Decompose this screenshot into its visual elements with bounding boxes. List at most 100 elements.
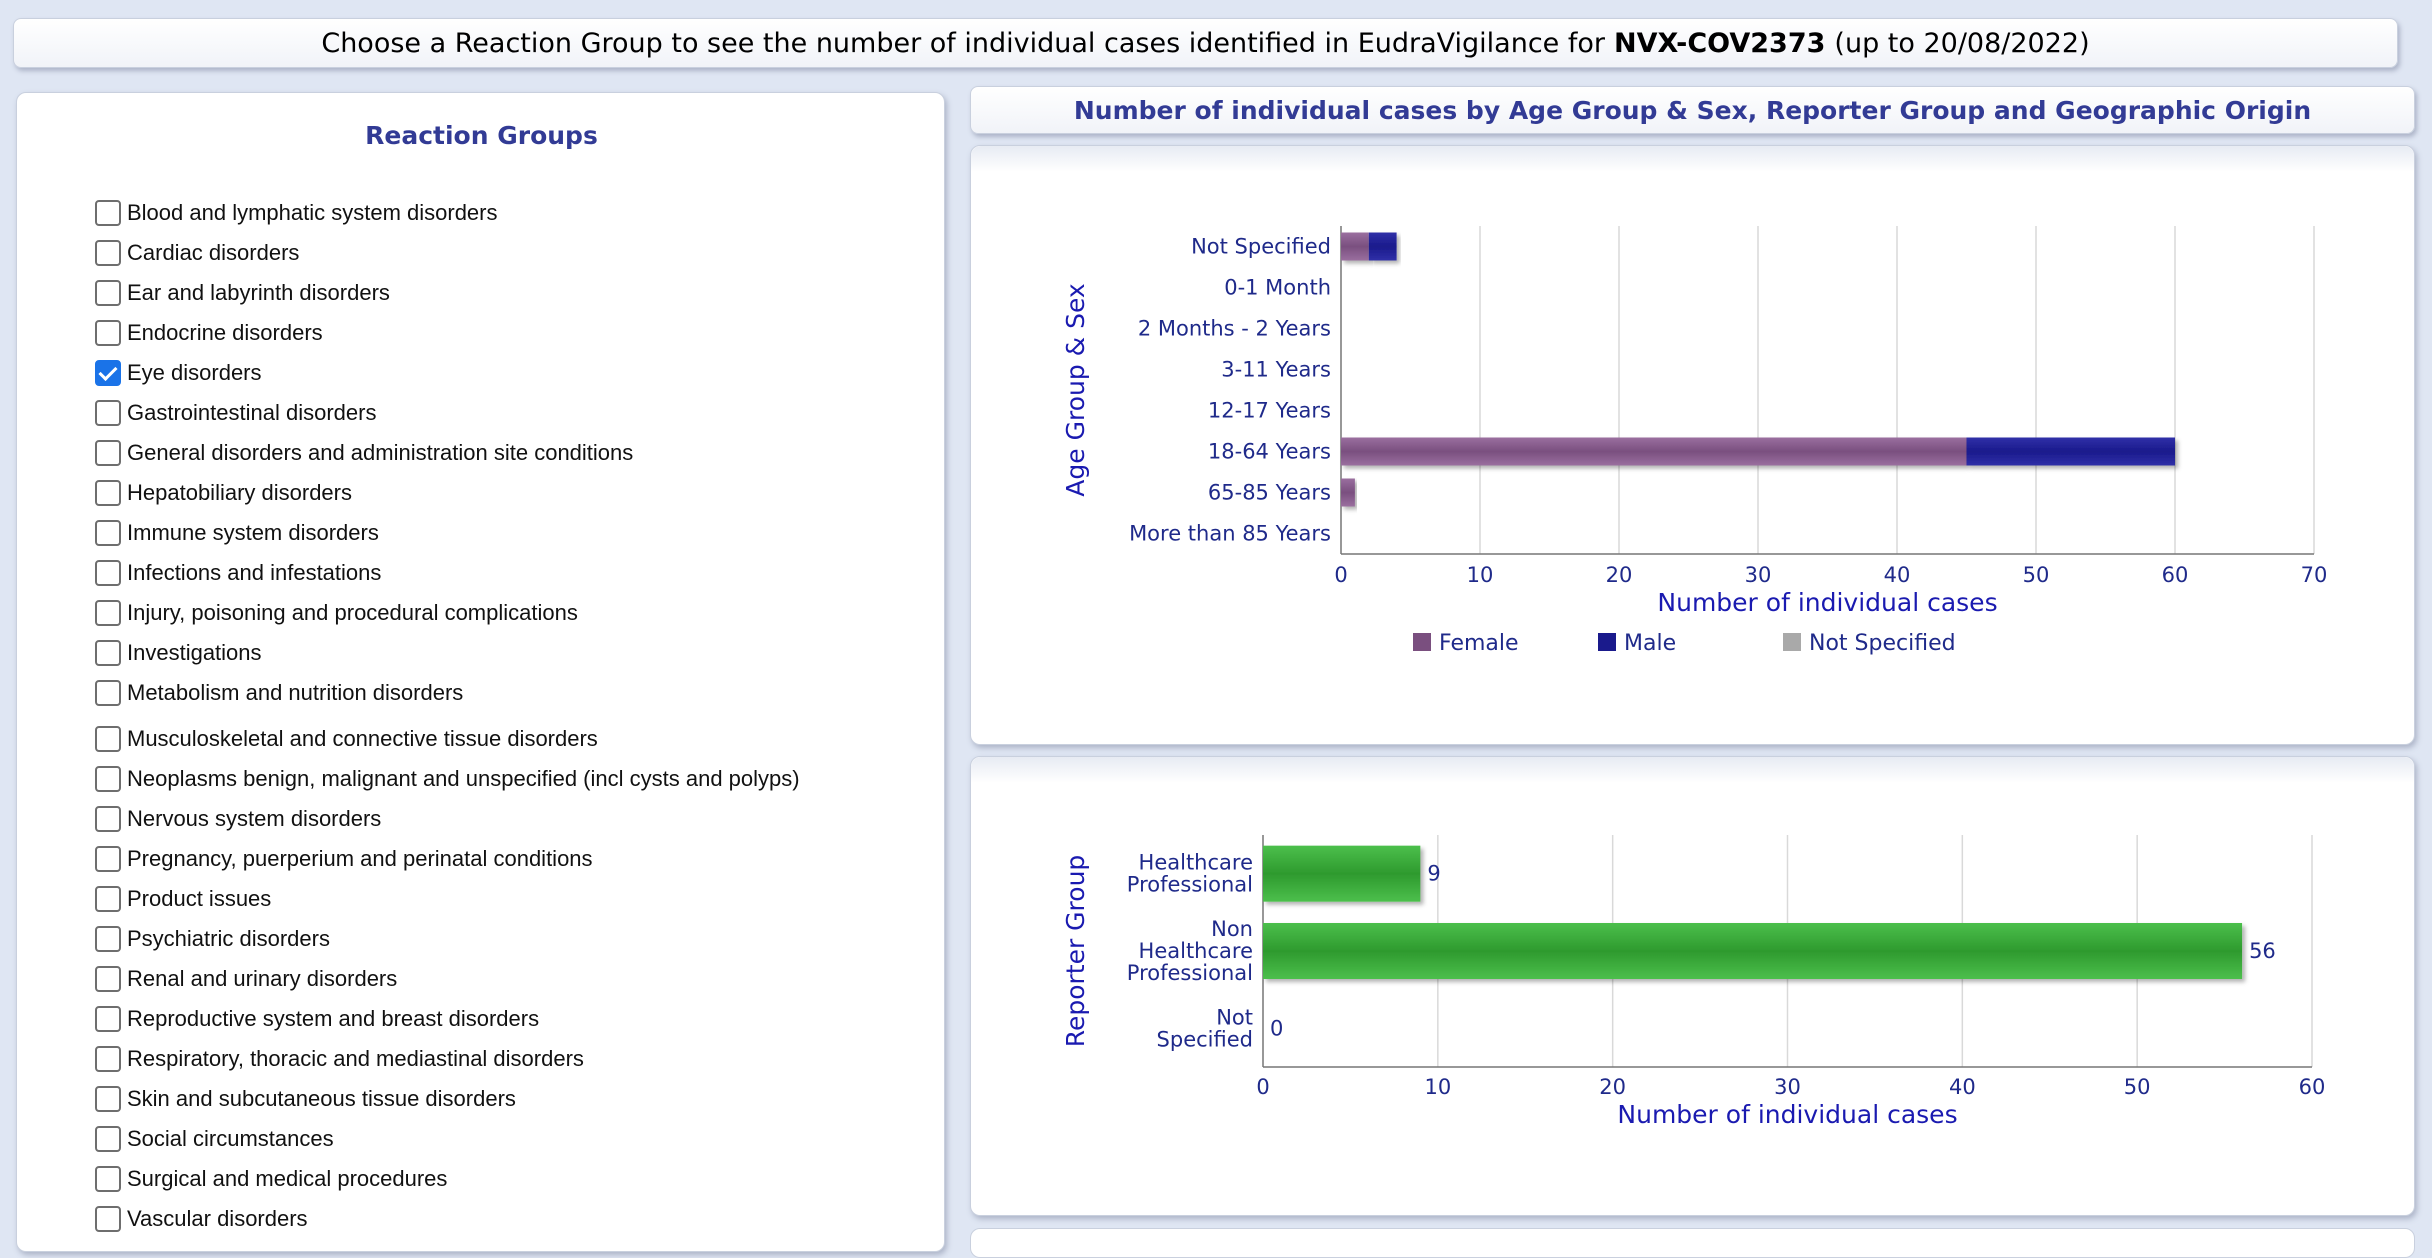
reaction-group-label: Infections and infestations	[127, 560, 382, 585]
y-tick-label: Not Specified	[1191, 235, 1331, 259]
reaction-group-item[interactable]: Infections and infestations	[95, 558, 381, 588]
reaction-group-item[interactable]: Metabolism and nutrition disorders	[95, 678, 463, 708]
checkbox[interactable]	[95, 1206, 121, 1232]
reaction-group-label: Metabolism and nutrition disorders	[127, 680, 464, 705]
reaction-group-item[interactable]: Immune system disorders	[95, 518, 379, 548]
bar-male	[1368, 232, 1397, 261]
reaction-group-label: Surgical and medical procedures	[127, 1166, 448, 1191]
data-label: 0	[1270, 1016, 1283, 1040]
checkbox[interactable]	[95, 966, 121, 992]
header-product: NVX-COV2373	[1614, 27, 1826, 59]
checkbox[interactable]	[95, 846, 121, 872]
bar-female	[1341, 437, 1967, 466]
reaction-group-item[interactable]: Respiratory, thoracic and mediastinal di…	[95, 1044, 584, 1074]
checkbox[interactable]	[95, 520, 121, 546]
reaction-group-item[interactable]: Investigations	[95, 638, 262, 668]
checkbox[interactable]	[95, 440, 121, 466]
reporter-chart-panel: 0 10 20 30 40 50 60 Healthcare Professional 9 Non H…	[970, 756, 2415, 1216]
checkbox[interactable]	[95, 240, 121, 266]
reaction-group-item[interactable]: Social circumstances	[95, 1124, 334, 1154]
reaction-group-item[interactable]: Hepatobiliary disorders	[95, 478, 352, 508]
x-tick-label: 10	[1424, 1075, 1451, 1099]
bar-reporter	[1263, 845, 1421, 902]
checkbox[interactable]	[95, 1166, 121, 1192]
reaction-group-item[interactable]: Surgical and medical procedures	[95, 1164, 447, 1194]
data-label: 56	[2249, 939, 2276, 963]
checkbox[interactable]	[95, 560, 121, 586]
reaction-group-label: Psychiatric disorders	[127, 926, 330, 951]
reaction-group-item[interactable]: Eye disorders	[95, 358, 262, 388]
y-tick-label: 0-1 Month	[1224, 276, 1331, 300]
checkbox[interactable]	[95, 806, 121, 832]
reaction-group-item[interactable]: Renal and urinary disorders	[95, 964, 397, 994]
reaction-groups-title: Reaction Groups	[365, 121, 598, 150]
bar-female	[1341, 478, 1355, 507]
reaction-group-item[interactable]: Nervous system disorders	[95, 804, 381, 834]
reaction-groups-panel: Reaction Groups Blood and lymphatic syst…	[16, 92, 945, 1252]
geographic-origin-panel	[970, 1228, 2415, 1258]
reaction-group-label: Gastrointestinal disorders	[127, 400, 377, 425]
checkbox[interactable]	[95, 680, 121, 706]
checkbox[interactable]	[95, 926, 121, 952]
reaction-group-label: Hepatobiliary disorders	[127, 480, 352, 505]
checkbox[interactable]	[95, 200, 121, 226]
reaction-group-item[interactable]: Vascular disorders	[95, 1204, 308, 1234]
checkbox[interactable]	[95, 1086, 121, 1112]
y-axis-title: Age Group & Sex	[1061, 283, 1090, 496]
checkbox[interactable]	[95, 766, 121, 792]
checkbox[interactable]	[95, 726, 121, 752]
legend-swatch	[1783, 633, 1801, 651]
checkbox[interactable]	[95, 1126, 121, 1152]
reaction-group-item[interactable]: Endocrine disorders	[95, 318, 323, 348]
checkbox[interactable]	[95, 600, 121, 626]
reaction-group-label: Immune system disorders	[127, 520, 379, 545]
y-tick-label: Professional	[1127, 873, 1253, 897]
x-tick-label: 30	[1745, 563, 1772, 587]
y-tick-label: Non	[1211, 917, 1253, 941]
y-tick-label: Specified	[1157, 1027, 1253, 1051]
reaction-group-label: Social circumstances	[127, 1126, 334, 1151]
checkbox[interactable]	[95, 280, 121, 306]
checkbox[interactable]	[95, 400, 121, 426]
y-tick-label: Professional	[1127, 961, 1253, 985]
reaction-group-item[interactable]: Reproductive system and breast disorders	[95, 1004, 539, 1034]
reaction-group-item[interactable]: Ear and labyrinth disorders	[95, 278, 390, 308]
reaction-group-label: Renal and urinary disorders	[127, 966, 398, 991]
data-label: 9	[1427, 862, 1440, 886]
reaction-group-item[interactable]: Gastrointestinal disorders	[95, 398, 376, 428]
reaction-group-item[interactable]: Injury, poisoning and procedural complic…	[95, 598, 578, 628]
reaction-group-label: Cardiac disorders	[127, 240, 300, 265]
y-tick-label: 18-64 Years	[1208, 440, 1331, 464]
checkbox[interactable]	[95, 886, 121, 912]
reaction-group-item[interactable]: Neoplasms benign, malignant and unspecif…	[95, 764, 800, 794]
reaction-group-item[interactable]: Cardiac disorders	[95, 238, 299, 268]
reaction-group-label: Reproductive system and breast disorders	[127, 1006, 540, 1031]
legend-label: Not Specified	[1809, 631, 1956, 656]
checkbox[interactable]	[95, 320, 121, 346]
x-tick-label: 40	[1949, 1075, 1976, 1099]
reaction-group-item[interactable]: Product issues	[95, 884, 271, 914]
reaction-group-label: Respiratory, thoracic and mediastinal di…	[127, 1046, 584, 1071]
x-tick-label: 20	[1599, 1075, 1626, 1099]
checkbox-checked[interactable]	[95, 360, 121, 386]
reaction-group-item[interactable]: Psychiatric disorders	[95, 924, 330, 954]
reaction-group-item[interactable]: Blood and lymphatic system disorders	[95, 198, 498, 228]
reaction-group-label: Ear and labyrinth disorders	[127, 280, 390, 305]
y-axis-title: Reporter Group	[1061, 855, 1090, 1048]
checkbox[interactable]	[95, 480, 121, 506]
y-tick-label: 2 Months - 2 Years	[1138, 317, 1331, 341]
checkbox[interactable]	[95, 1006, 121, 1032]
checkbox[interactable]	[95, 1046, 121, 1072]
bar-male	[1966, 437, 2175, 466]
x-axis-title: Number of individual cases	[1617, 1100, 1957, 1129]
reaction-group-item[interactable]: General disorders and administration sit…	[95, 438, 633, 468]
reaction-group-item[interactable]: Skin and subcutaneous tissue disorders	[95, 1084, 516, 1114]
checkbox[interactable]	[95, 640, 121, 666]
reaction-group-item[interactable]: Musculoskeletal and connective tissue di…	[95, 724, 598, 754]
x-tick-label: 60	[2162, 563, 2189, 587]
header-banner: Choose a Reaction Group to see the numbe…	[13, 18, 2398, 68]
reaction-group-label: Skin and subcutaneous tissue disorders	[127, 1086, 516, 1111]
reaction-group-label: Neoplasms benign, malignant and unspecif…	[127, 766, 800, 791]
legend-swatch	[1598, 633, 1616, 651]
reaction-group-item[interactable]: Pregnancy, puerperium and perinatal cond…	[95, 844, 593, 874]
